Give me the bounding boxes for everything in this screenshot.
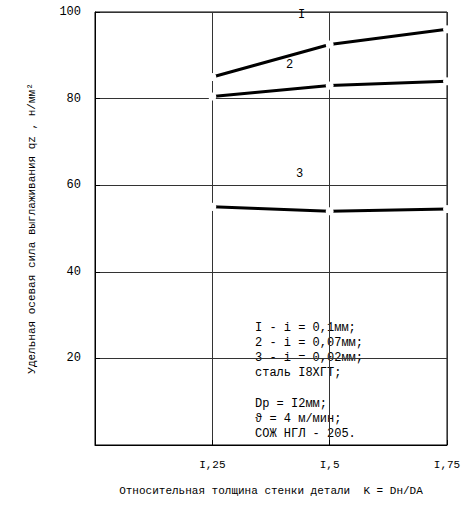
svg-text:I: I <box>298 8 305 22</box>
svg-text:40: 40 <box>67 265 81 279</box>
svg-text:I - i = 0,1мм;: I - i = 0,1мм; <box>255 321 356 335</box>
svg-text:2 - i = 0,07мм;: 2 - i = 0,07мм; <box>255 336 363 350</box>
svg-text:60: 60 <box>67 178 81 192</box>
svg-text:Относительная толщина стенки д: Относительная толщина стенки детали K = … <box>119 485 423 497</box>
svg-text:сталь I8ХГТ;: сталь I8ХГТ; <box>255 366 341 380</box>
svg-text:100: 100 <box>59 5 81 19</box>
svg-text:2: 2 <box>286 58 293 72</box>
svg-text:ϑ = 4 м/мин;: ϑ = 4 м/мин; <box>255 412 341 426</box>
svg-text:80: 80 <box>67 92 81 106</box>
svg-text:Удельная осевая сила выглажива: Удельная осевая сила выглаживания qz , н… <box>26 83 38 373</box>
svg-text:СОЖ НГЛ - 205.: СОЖ НГЛ - 205. <box>255 427 356 441</box>
svg-text:Dр = I2мм;: Dр = I2мм; <box>255 397 327 411</box>
svg-text:I,5: I,5 <box>320 459 340 471</box>
svg-text:3: 3 <box>296 167 303 181</box>
svg-text:3 - i = 0,02мм;: 3 - i = 0,02мм; <box>255 351 363 365</box>
svg-text:20: 20 <box>67 351 81 365</box>
svg-text:I,25: I,25 <box>199 459 225 471</box>
svg-text:I,75: I,75 <box>434 459 460 471</box>
